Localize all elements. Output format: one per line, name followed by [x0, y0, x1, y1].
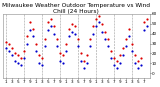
- Point: [83, 61, 85, 62]
- Point: [11, 55, 13, 56]
- Point: [16, 55, 19, 56]
- Point: [146, 25, 148, 26]
- Point: [40, 65, 43, 66]
- Point: [137, 68, 139, 69]
- Point: [92, 25, 94, 26]
- Point: [122, 48, 124, 49]
- Point: [89, 38, 91, 39]
- Point: [68, 35, 70, 36]
- Point: [64, 43, 67, 44]
- Point: [11, 48, 13, 49]
- Point: [86, 63, 88, 64]
- Point: [35, 43, 37, 44]
- Point: [71, 23, 73, 24]
- Point: [47, 29, 49, 30]
- Point: [107, 38, 109, 39]
- Point: [62, 55, 64, 56]
- Point: [44, 45, 46, 46]
- Title: Milwaukee Weather Outdoor Temperature vs Wind Chill (24 Hours): Milwaukee Weather Outdoor Temperature vs…: [2, 3, 150, 14]
- Point: [4, 41, 7, 42]
- Point: [76, 38, 79, 39]
- Point: [20, 65, 22, 66]
- Point: [137, 61, 139, 62]
- Point: [113, 65, 115, 66]
- Point: [143, 29, 145, 30]
- Point: [28, 21, 31, 22]
- Point: [101, 31, 103, 32]
- Point: [40, 58, 43, 59]
- Point: [59, 53, 61, 54]
- Point: [116, 61, 118, 62]
- Point: [95, 18, 97, 19]
- Point: [116, 68, 118, 69]
- Point: [104, 31, 106, 32]
- Point: [76, 45, 79, 46]
- Point: [125, 38, 127, 39]
- Point: [110, 58, 112, 59]
- Point: [134, 55, 136, 56]
- Point: [20, 58, 22, 59]
- Point: [71, 31, 73, 32]
- Point: [128, 35, 130, 36]
- Point: [38, 55, 40, 56]
- Point: [16, 63, 19, 64]
- Point: [68, 28, 70, 29]
- Point: [113, 58, 115, 59]
- Point: [83, 68, 85, 69]
- Point: [140, 65, 142, 66]
- Point: [89, 45, 91, 46]
- Point: [8, 51, 10, 52]
- Point: [119, 63, 121, 64]
- Point: [131, 51, 133, 52]
- Point: [140, 58, 142, 59]
- Point: [8, 43, 10, 44]
- Point: [35, 51, 37, 52]
- Point: [13, 53, 16, 54]
- Point: [56, 45, 58, 46]
- Point: [98, 21, 100, 22]
- Point: [50, 25, 52, 26]
- Point: [23, 58, 25, 59]
- Point: [95, 25, 97, 26]
- Point: [74, 25, 76, 26]
- Point: [23, 51, 25, 52]
- Point: [80, 61, 82, 62]
- Point: [13, 61, 16, 62]
- Point: [92, 33, 94, 34]
- Point: [128, 28, 130, 29]
- Point: [110, 51, 112, 52]
- Point: [125, 45, 127, 46]
- Point: [52, 33, 55, 34]
- Point: [59, 61, 61, 62]
- Point: [134, 63, 136, 64]
- Point: [122, 55, 124, 56]
- Point: [143, 21, 145, 22]
- Point: [131, 43, 133, 44]
- Point: [104, 38, 106, 39]
- Point: [107, 45, 109, 46]
- Point: [28, 29, 31, 30]
- Point: [32, 28, 34, 29]
- Point: [4, 48, 7, 49]
- Point: [80, 53, 82, 54]
- Point: [62, 63, 64, 64]
- Point: [86, 55, 88, 56]
- Point: [119, 55, 121, 56]
- Point: [101, 23, 103, 24]
- Point: [64, 51, 67, 52]
- Point: [25, 35, 28, 36]
- Point: [74, 33, 76, 34]
- Point: [38, 63, 40, 64]
- Point: [50, 18, 52, 19]
- Point: [98, 15, 100, 17]
- Point: [44, 38, 46, 39]
- Point: [47, 21, 49, 22]
- Point: [32, 35, 34, 36]
- Point: [52, 25, 55, 26]
- Point: [146, 18, 148, 19]
- Point: [25, 43, 28, 44]
- Point: [56, 38, 58, 39]
